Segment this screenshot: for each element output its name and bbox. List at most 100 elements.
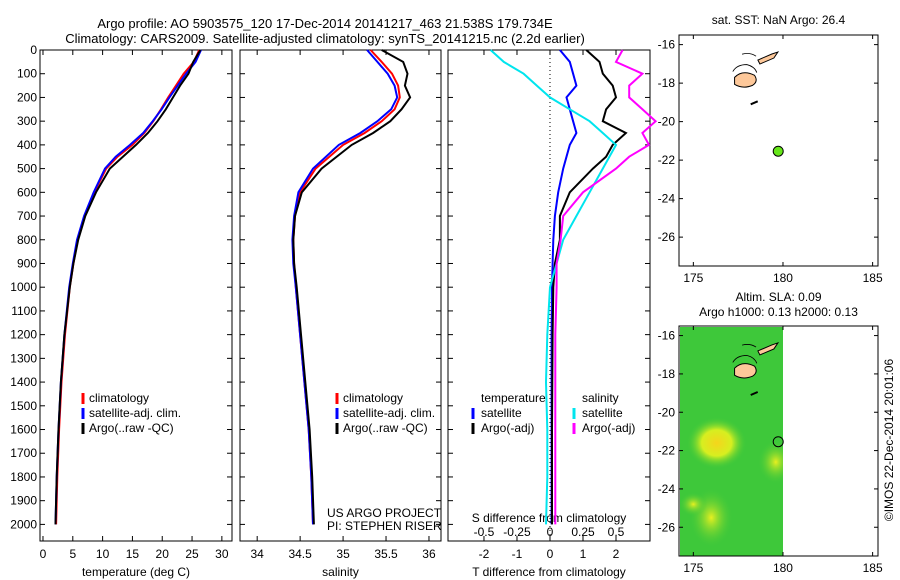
x-axis-label: temperature (deg C) (82, 565, 190, 579)
legend-entry: Argo(..raw -QC) (343, 421, 428, 435)
x-tick-label: 175 (683, 561, 703, 575)
reef-contour (732, 344, 758, 364)
reef-contour (732, 53, 758, 73)
y-tick-label: 200 (17, 90, 37, 104)
y-tick-label: -20 (658, 405, 676, 419)
y-tick-label: 2000 (10, 517, 37, 531)
series-line-s-satellite (489, 49, 618, 525)
legend-entry: Argo(..raw -QC) (89, 421, 174, 435)
y-tick-label: 100 (17, 67, 37, 81)
y-tick-label: 1500 (10, 399, 37, 413)
map-title: Altim. SLA: 0.09 (735, 290, 821, 304)
map-frame-sst-map (678, 34, 879, 267)
plot-frame-salinity (239, 49, 442, 542)
legend-header-temperature: temperature (481, 391, 546, 405)
x-tick-label: 180 (773, 271, 793, 285)
credit-text: ©IMOS 22-Dec-2014 20:01:06 (882, 359, 896, 522)
island-vanua-levu (757, 51, 780, 65)
x-tick-label: 1 (580, 547, 587, 561)
x-tick-label: 5 (69, 547, 76, 561)
s-tick-label: 0.25 (571, 525, 595, 539)
y-tick-label: 1300 (10, 351, 37, 365)
legend-entry: satellite (582, 406, 623, 420)
y-tick-label: -22 (658, 444, 676, 458)
s-tick-label: 0 (547, 525, 554, 539)
y-tick-label: 600 (17, 185, 37, 199)
s-tick-label: 0.5 (608, 525, 625, 539)
sla-heatmap (680, 327, 783, 556)
plot-title-line2: Climatology: CARS2009. Satellite-adjuste… (65, 31, 585, 46)
y-tick-label: -18 (658, 367, 676, 381)
x-tick-label: 0 (547, 547, 554, 561)
legend-entry: Argo(-adj) (582, 421, 635, 435)
y-tick-label: -26 (658, 520, 676, 534)
s-axis-label: S difference from climatology (472, 511, 627, 525)
series-line-t-argo-adj- (551, 49, 628, 525)
plot-frame-temperature (39, 49, 233, 542)
map-subtitle: Argo h1000: 0.13 h2000: 0.13 (699, 305, 858, 319)
series-line-climatology (55, 49, 201, 525)
legend-entry: Argo(-adj) (481, 421, 534, 435)
y-tick-label: 1000 (10, 280, 37, 294)
x-tick-label: 2 (613, 547, 620, 561)
y-tick-label: 1100 (11, 304, 37, 318)
x-tick-label: 175 (683, 271, 703, 285)
x-tick-label: 34.5 (288, 547, 312, 561)
series-line-argo-raw-qc- (54, 49, 202, 525)
x-tick-label: -1 (512, 547, 523, 561)
x-tick-label: 25 (185, 547, 199, 561)
argo-float-marker (772, 436, 784, 448)
y-tick-label: 1400 (10, 375, 37, 389)
argo-float-marker (772, 145, 784, 157)
plot-title-line1: Argo profile: AO 5903575_120 17-Dec-2014… (97, 16, 553, 31)
legend-entry: satellite-adj. clim. (89, 406, 181, 420)
y-tick-label: 400 (17, 138, 37, 152)
sla-high (757, 440, 783, 485)
legend-entry: climatology (89, 391, 149, 405)
legend-entry: satellite (481, 406, 522, 420)
x-tick-label: -2 (479, 547, 490, 561)
y-tick-label: 1600 (10, 423, 37, 437)
x-tick-label: 15 (126, 547, 140, 561)
x-tick-label: 185 (863, 271, 883, 285)
y-tick-label: -24 (658, 192, 676, 206)
island-viti-levu (734, 72, 757, 88)
y-tick-label: 1700 (10, 446, 37, 460)
y-tick-label: 700 (17, 209, 37, 223)
x-tick-label: 0 (40, 547, 47, 561)
x-tick-label: 35.5 (374, 547, 398, 561)
series-line-argo-raw-qc- (292, 49, 412, 525)
legend-entry: satellite-adj. clim. (343, 406, 435, 420)
y-tick-label: -16 (658, 329, 676, 343)
x-tick-label: 35 (336, 547, 350, 561)
sla-high (680, 492, 708, 517)
y-tick-label: -22 (658, 153, 676, 167)
annotation-project: US ARGO PROJECT (327, 506, 442, 520)
y-tick-label: -16 (658, 38, 676, 52)
x-tick-label: 34 (250, 547, 264, 561)
x-tick-label: 20 (156, 547, 170, 561)
map-frame-sla-map (678, 325, 879, 557)
plot-frame-difference (447, 49, 651, 542)
x-axis-label: T difference from climatology (472, 565, 626, 579)
y-tick-label: -18 (658, 76, 676, 90)
series-line-s-argo-adj- (554, 49, 658, 525)
legend-header-salinity: salinity (582, 391, 619, 405)
y-tick-label: 800 (17, 233, 37, 247)
sla-high (686, 416, 747, 469)
x-tick-label: 10 (96, 547, 110, 561)
y-tick-label: -26 (658, 230, 676, 244)
y-tick-label: 1200 (10, 328, 37, 342)
y-tick-label: 1800 (10, 470, 37, 484)
annotation-pi: PI: STEPHEN RISER (327, 519, 442, 533)
y-tick-label: -20 (658, 115, 676, 129)
s-tick-label: -0.5 (474, 525, 495, 539)
legend-entry: climatology (343, 391, 403, 405)
series-line-satellite-adj-clim- (54, 49, 202, 525)
y-tick-label: -24 (658, 482, 676, 496)
map-title: sat. SST: NaN Argo: 26.4 (712, 13, 846, 27)
x-axis-label: salinity (322, 565, 359, 579)
x-tick-label: 180 (773, 561, 793, 575)
island-kadavu (750, 391, 759, 396)
